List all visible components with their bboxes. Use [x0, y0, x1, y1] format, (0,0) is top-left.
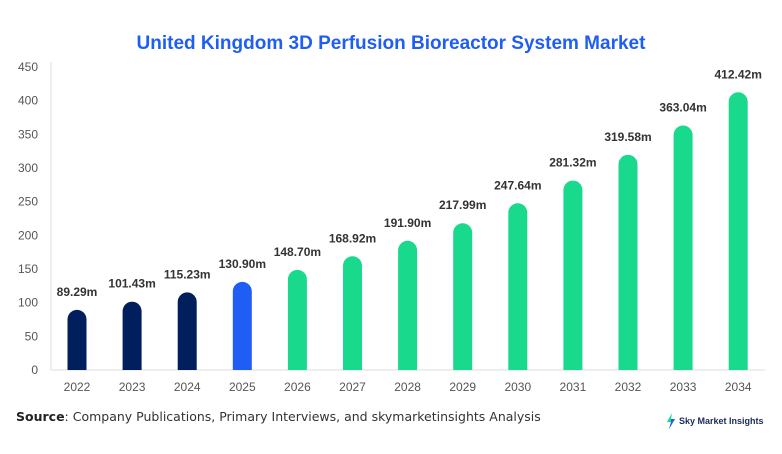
- y-tick-label: 400: [18, 94, 38, 108]
- data-label: 191.90m: [384, 216, 431, 230]
- chart-title: United Kingdom 3D Perfusion Bioreactor S…: [136, 33, 646, 54]
- bar-2025: [232, 281, 252, 370]
- x-tick-label: 2023: [119, 380, 146, 394]
- data-label: 148.70m: [274, 245, 321, 259]
- bar-2029: [453, 223, 473, 370]
- y-tick-label: 50: [25, 329, 39, 343]
- bar-2022: [67, 309, 87, 370]
- bar-2024: [177, 292, 197, 370]
- x-tick-label: 2025: [229, 380, 256, 394]
- data-label: 412.42m: [715, 67, 762, 81]
- lightning-icon: [667, 413, 675, 429]
- x-tick-label: 2024: [174, 380, 201, 394]
- x-tick-label: 2032: [615, 380, 642, 394]
- logo-text: Sky Market Insights: [679, 416, 764, 426]
- y-tick-label: 150: [18, 262, 38, 276]
- y-tick-label: 200: [18, 228, 38, 242]
- y-tick-label: 100: [18, 296, 38, 310]
- bar-2034: [728, 92, 748, 370]
- data-label: 130.90m: [219, 257, 266, 271]
- source-note: Source: Company Publications, Primary In…: [16, 409, 541, 424]
- y-tick-label: 0: [31, 363, 38, 377]
- x-tick-label: 2022: [64, 380, 91, 394]
- bar-2028: [398, 240, 418, 370]
- x-tick-label: 2026: [284, 380, 311, 394]
- x-tick-label: 2034: [725, 380, 752, 394]
- brand-logo: Sky Market Insights: [666, 413, 764, 429]
- y-tick-label: 350: [18, 127, 38, 141]
- y-tick-label: 450: [18, 60, 38, 74]
- bar-2031: [563, 180, 583, 370]
- data-label: 281.32m: [549, 156, 596, 170]
- data-label: 101.43m: [108, 277, 155, 291]
- y-tick-label: 250: [18, 195, 38, 209]
- data-label: 319.58m: [604, 130, 651, 144]
- bar-2032: [618, 154, 638, 370]
- x-tick-label: 2030: [504, 380, 531, 394]
- data-label: 115.23m: [164, 267, 211, 281]
- x-tick-label: 2031: [560, 380, 587, 394]
- bar-2027: [343, 256, 362, 370]
- data-label: 89.29m: [57, 285, 98, 299]
- data-label: 363.04m: [659, 101, 706, 115]
- x-tick-label: 2027: [339, 380, 366, 394]
- bar-2030: [508, 203, 528, 370]
- data-label: 247.64m: [494, 178, 541, 192]
- source-text: : Company Publications, Primary Intervie…: [64, 409, 541, 424]
- bar-2023: [122, 301, 142, 370]
- source-label: Source: [16, 409, 65, 424]
- data-label: 168.92m: [329, 231, 376, 245]
- x-tick-label: 2028: [394, 380, 421, 394]
- bar-2026: [287, 269, 307, 370]
- bar-2033: [673, 125, 693, 371]
- y-tick-label: 300: [18, 161, 38, 175]
- x-tick-label: 2029: [449, 380, 476, 394]
- x-tick-label: 2033: [670, 380, 697, 394]
- data-label: 217.99m: [439, 198, 486, 212]
